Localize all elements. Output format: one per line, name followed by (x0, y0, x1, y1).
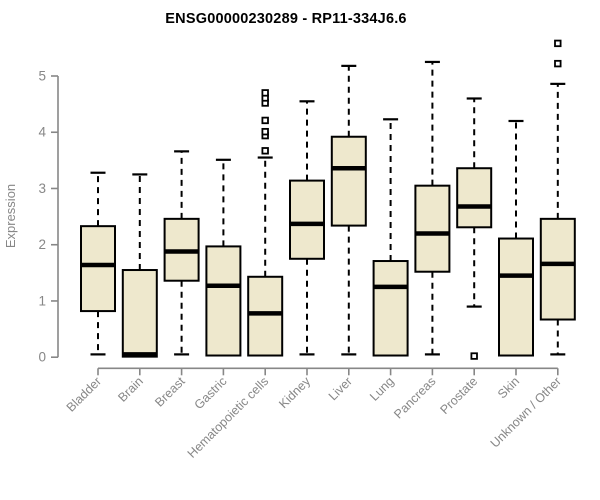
x-tick-label: Breast (152, 374, 188, 410)
x-tick-label: Unknown / Other (488, 374, 564, 450)
x-tick-label: Brain (115, 374, 146, 405)
iqr-box (289, 179, 325, 260)
x-tick-label: Pancreas (391, 374, 438, 421)
box-group-kidney (289, 100, 325, 356)
iqr-box (205, 245, 242, 357)
iqr-box (80, 225, 116, 313)
chart-title: ENSG00000230289 - RP11-334J6.6 (165, 11, 407, 27)
box-group-liver (330, 64, 367, 356)
box-group-lung (372, 118, 409, 357)
x-tick-label: Bladder (64, 374, 104, 414)
iqr-box (414, 184, 451, 273)
box-group-brain (121, 173, 158, 358)
y-tick-label: 1 (38, 293, 46, 308)
x-tick-label: Gastric (192, 374, 230, 412)
box-group-gastric (205, 158, 242, 357)
y-tick-label: 3 (38, 181, 46, 196)
outlier-point (470, 352, 478, 360)
iqr-box (330, 135, 367, 227)
x-tick-label: Skin (495, 374, 522, 401)
iqr-box (372, 260, 409, 357)
y-tick-label: 0 (38, 350, 46, 365)
iqr-box (498, 237, 534, 357)
outlier-point (261, 127, 269, 136)
box-group-bladder (80, 171, 116, 356)
x-tick-label: Lung (367, 374, 397, 404)
iqr-box (539, 217, 576, 321)
y-axis-title: Expression (3, 184, 18, 248)
box-group-breast (163, 150, 200, 356)
x-tick-label: Hematopoietic cells (185, 374, 272, 461)
outlier-point (554, 59, 562, 68)
x-tick-label: Prostate (437, 374, 480, 417)
y-tick-label: 2 (38, 237, 46, 252)
y-tick-label: 5 (38, 69, 46, 84)
x-tick-label: Liver (326, 374, 355, 403)
x-tick-label: Kidney (276, 374, 313, 411)
outlier-point (554, 39, 562, 48)
outlier-point (261, 89, 269, 97)
outlier-point (261, 147, 269, 155)
y-tick-label: 4 (38, 125, 46, 140)
iqr-box (456, 167, 493, 229)
outlier-point (261, 116, 269, 125)
box-group-skin (498, 119, 534, 357)
box-group-unknown-other (539, 39, 576, 356)
iqr-box (121, 269, 158, 358)
box-group-prostate (456, 97, 493, 360)
box-group-hematopoietic-cells (247, 89, 284, 357)
iqr-box (247, 275, 284, 357)
box-group-pancreas (414, 60, 451, 356)
